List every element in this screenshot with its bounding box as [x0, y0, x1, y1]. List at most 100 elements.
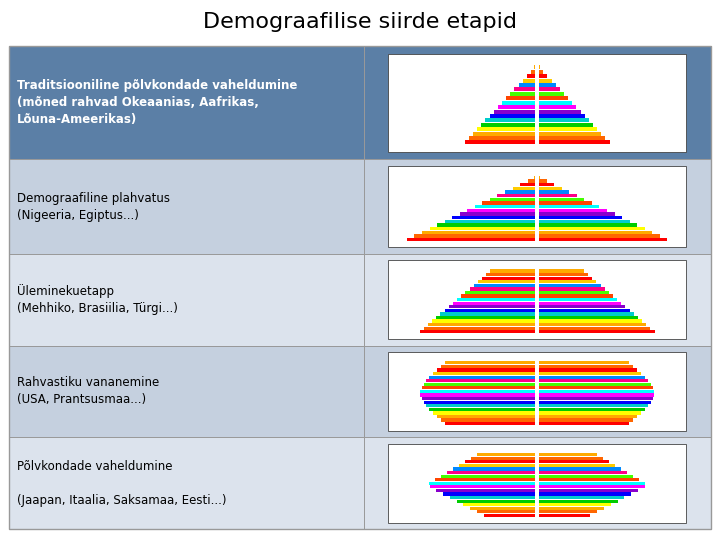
Bar	[539, 383, 651, 386]
Bar	[539, 179, 546, 183]
Bar	[477, 127, 535, 131]
Bar	[490, 114, 535, 118]
Bar	[459, 464, 535, 467]
Bar	[539, 223, 637, 227]
Bar	[539, 194, 577, 197]
Text: Rahvastiku vananemine
(USA, Prantsusmaa...): Rahvastiku vananemine (USA, Prantsusmaa.…	[17, 376, 159, 407]
Bar	[452, 216, 535, 219]
Bar	[539, 140, 610, 145]
Bar	[539, 123, 593, 127]
Bar	[539, 460, 609, 463]
Bar	[9, 46, 364, 159]
Text: Demograafilise siirde etapid: Demograafilise siirde etapid	[203, 11, 517, 32]
Bar	[426, 379, 535, 382]
Bar	[447, 471, 535, 474]
Bar	[539, 302, 621, 305]
Bar	[539, 287, 605, 291]
Bar	[436, 316, 535, 319]
Bar	[539, 492, 631, 496]
Bar	[539, 269, 584, 273]
Bar	[445, 309, 535, 312]
Bar	[539, 273, 588, 276]
Bar	[539, 234, 660, 238]
Bar	[539, 118, 589, 123]
Bar	[364, 254, 711, 346]
Bar	[539, 404, 648, 407]
Bar	[539, 79, 552, 83]
Bar	[539, 418, 633, 422]
Bar	[539, 422, 629, 425]
Bar	[539, 74, 547, 78]
Bar	[539, 132, 601, 136]
Bar	[539, 464, 615, 467]
Bar	[539, 408, 645, 411]
Bar	[539, 83, 556, 87]
Bar	[485, 118, 535, 123]
Bar	[510, 92, 535, 96]
Bar	[539, 379, 648, 382]
Bar	[534, 65, 535, 69]
Bar	[424, 327, 535, 330]
Bar	[436, 489, 535, 492]
Bar	[364, 437, 711, 529]
Bar	[539, 208, 607, 212]
Bar	[9, 437, 364, 529]
Bar	[426, 404, 535, 407]
Bar	[433, 372, 535, 375]
Bar	[433, 411, 535, 415]
Bar	[539, 280, 596, 284]
Bar	[539, 496, 624, 499]
Bar	[429, 375, 535, 379]
Bar	[437, 368, 535, 372]
Bar	[505, 190, 535, 193]
Bar	[490, 198, 535, 201]
Bar	[513, 187, 535, 190]
Bar	[364, 346, 711, 437]
Bar	[539, 482, 645, 485]
Bar	[486, 273, 535, 276]
Text: Demograafiline plahvatus
(Nigeeria, Egiptus...): Demograafiline plahvatus (Nigeeria, Egip…	[17, 192, 170, 221]
Bar	[539, 114, 585, 118]
Bar	[539, 70, 543, 74]
Bar	[422, 397, 535, 400]
Bar	[514, 87, 535, 91]
Bar	[539, 390, 654, 393]
Bar	[539, 330, 654, 333]
Bar	[527, 74, 535, 78]
Bar	[437, 223, 535, 227]
Bar	[539, 471, 627, 474]
Text: Üleminekuetapp
(Mehhiko, Brasiilia, Türgi...): Üleminekuetapp (Mehhiko, Brasiilia, Türg…	[17, 284, 177, 315]
Bar	[464, 140, 535, 145]
Bar	[467, 208, 535, 212]
Bar	[539, 127, 597, 131]
Bar	[441, 365, 535, 368]
Bar	[539, 386, 652, 389]
Bar	[429, 482, 535, 485]
Bar	[539, 291, 609, 294]
Bar	[454, 468, 535, 470]
Bar	[457, 298, 535, 301]
Bar	[539, 92, 564, 96]
Bar	[490, 269, 535, 273]
Bar	[518, 83, 535, 87]
Bar	[539, 284, 600, 287]
Bar	[428, 323, 535, 326]
Bar	[470, 507, 535, 510]
Bar	[539, 316, 638, 319]
Bar	[9, 159, 364, 254]
Bar	[539, 500, 618, 503]
Bar	[539, 453, 597, 456]
Bar	[450, 496, 535, 499]
Bar	[539, 212, 615, 215]
Bar	[539, 514, 590, 517]
Bar	[539, 220, 629, 223]
Bar	[388, 260, 686, 339]
Bar	[539, 401, 651, 404]
Bar	[477, 453, 535, 456]
Bar	[539, 183, 554, 186]
Bar	[539, 411, 642, 415]
Bar	[539, 100, 572, 105]
Bar	[539, 105, 577, 109]
Bar	[481, 123, 535, 127]
Bar	[506, 96, 535, 100]
